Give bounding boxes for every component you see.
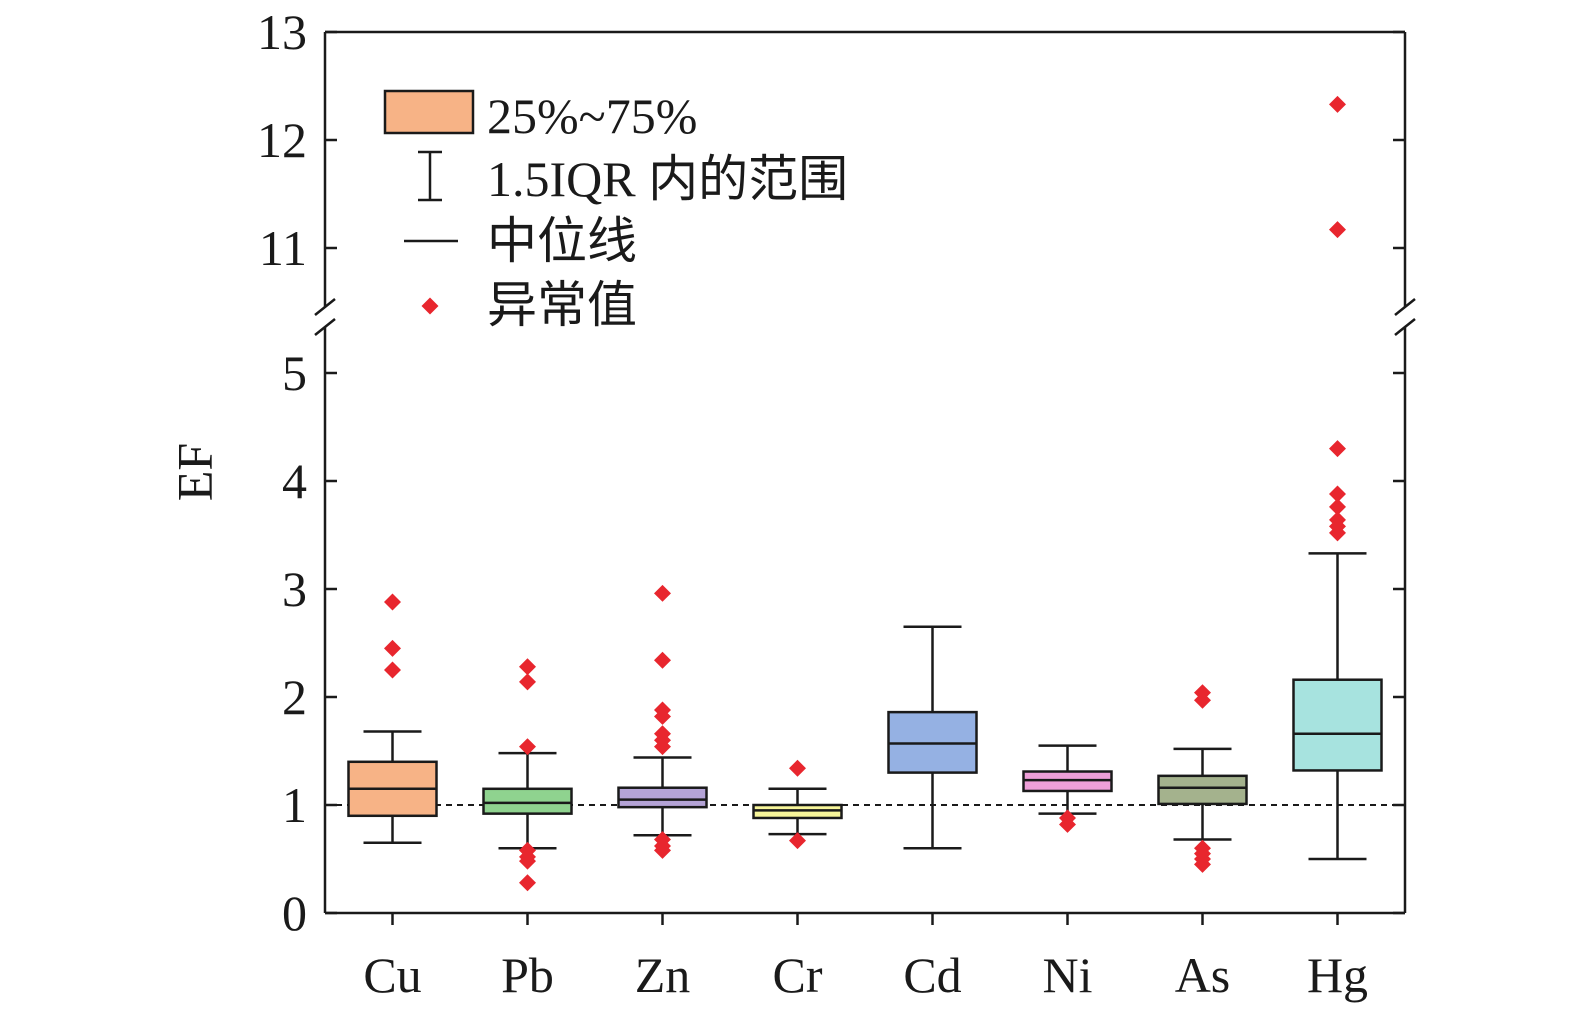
y-tick-1: 1 bbox=[282, 777, 307, 833]
y-tick-12: 12 bbox=[257, 112, 307, 168]
outlier-point bbox=[1329, 485, 1346, 503]
y-tick-5: 5 bbox=[282, 345, 307, 401]
box-iqr bbox=[1157, 774, 1248, 806]
axis-break-mark bbox=[314, 318, 336, 336]
y-tick-4: 4 bbox=[282, 453, 307, 509]
legend-label-whisker: 1.5IQR 内的范围 bbox=[487, 151, 848, 207]
outlier-point bbox=[1329, 95, 1346, 113]
box-Hg bbox=[1292, 95, 1383, 861]
box-Cr bbox=[752, 759, 843, 850]
box-Cu bbox=[347, 593, 438, 845]
axis-break-mark bbox=[1394, 318, 1416, 336]
axis-break-mark bbox=[314, 298, 336, 316]
legend: 25%~75% 1.5IQR 内的范围 中位线 异常值 bbox=[383, 88, 848, 333]
outlier-point bbox=[519, 841, 536, 859]
outlier-point bbox=[384, 593, 401, 611]
outlier-point bbox=[519, 673, 536, 691]
box-iqr bbox=[1292, 678, 1383, 772]
outlier-point bbox=[654, 725, 671, 743]
y-tick-0: 0 bbox=[282, 885, 307, 941]
y-tick-13: 13 bbox=[257, 4, 307, 60]
legend-box-swatch bbox=[383, 89, 475, 135]
y-axis-title: EF bbox=[166, 443, 222, 501]
box-series bbox=[347, 95, 1383, 892]
x-tick-Cr: Cr bbox=[773, 947, 823, 1003]
x-tick-As: As bbox=[1175, 947, 1231, 1003]
legend-outlier-symbol bbox=[421, 297, 439, 315]
outlier-point bbox=[1194, 684, 1211, 702]
legend-label-outlier: 异常值 bbox=[487, 277, 637, 333]
y-tick-2: 2 bbox=[282, 669, 307, 725]
x-tick-Pb: Pb bbox=[501, 947, 554, 1003]
outlier-point bbox=[519, 738, 536, 756]
outlier-point bbox=[384, 661, 401, 679]
x-tick-Zn: Zn bbox=[635, 947, 691, 1003]
x-tick-Ni: Ni bbox=[1043, 947, 1093, 1003]
outlier-point bbox=[654, 584, 671, 602]
outlier-point bbox=[1059, 809, 1076, 827]
plot-frame bbox=[314, 30, 1416, 915]
box-iqr bbox=[617, 786, 708, 809]
y-tick-3: 3 bbox=[282, 561, 307, 617]
box-Ni bbox=[1022, 744, 1113, 833]
legend-label-box: 25%~75% bbox=[487, 88, 697, 144]
box-Zn bbox=[617, 584, 708, 859]
axis-break-mark bbox=[1394, 298, 1416, 316]
outlier-point bbox=[1329, 440, 1346, 458]
legend-whisker-symbol bbox=[418, 150, 442, 202]
outlier-point bbox=[519, 874, 536, 892]
outlier-point bbox=[789, 759, 806, 777]
outlier-point bbox=[654, 701, 671, 719]
y-tick-11: 11 bbox=[259, 220, 307, 276]
outlier-point bbox=[789, 832, 806, 850]
x-tick-Hg: Hg bbox=[1307, 947, 1368, 1003]
legend-label-median: 中位线 bbox=[487, 213, 637, 269]
outlier-point bbox=[1329, 221, 1346, 239]
box-Pb bbox=[482, 658, 573, 892]
outlier-point bbox=[654, 651, 671, 669]
x-axis: Cu Pb Zn Cr Cd Ni As Hg bbox=[363, 913, 1368, 1003]
outlier-point bbox=[384, 639, 401, 657]
outlier-point bbox=[519, 658, 536, 676]
x-tick-Cu: Cu bbox=[363, 947, 421, 1003]
outlier-point bbox=[1194, 839, 1211, 857]
outlier-point bbox=[1329, 511, 1346, 529]
box-Cd bbox=[887, 625, 978, 850]
outlier-point bbox=[654, 831, 671, 849]
x-tick-Cd: Cd bbox=[903, 947, 961, 1003]
box-iqr bbox=[482, 787, 573, 815]
box-As bbox=[1157, 684, 1248, 873]
